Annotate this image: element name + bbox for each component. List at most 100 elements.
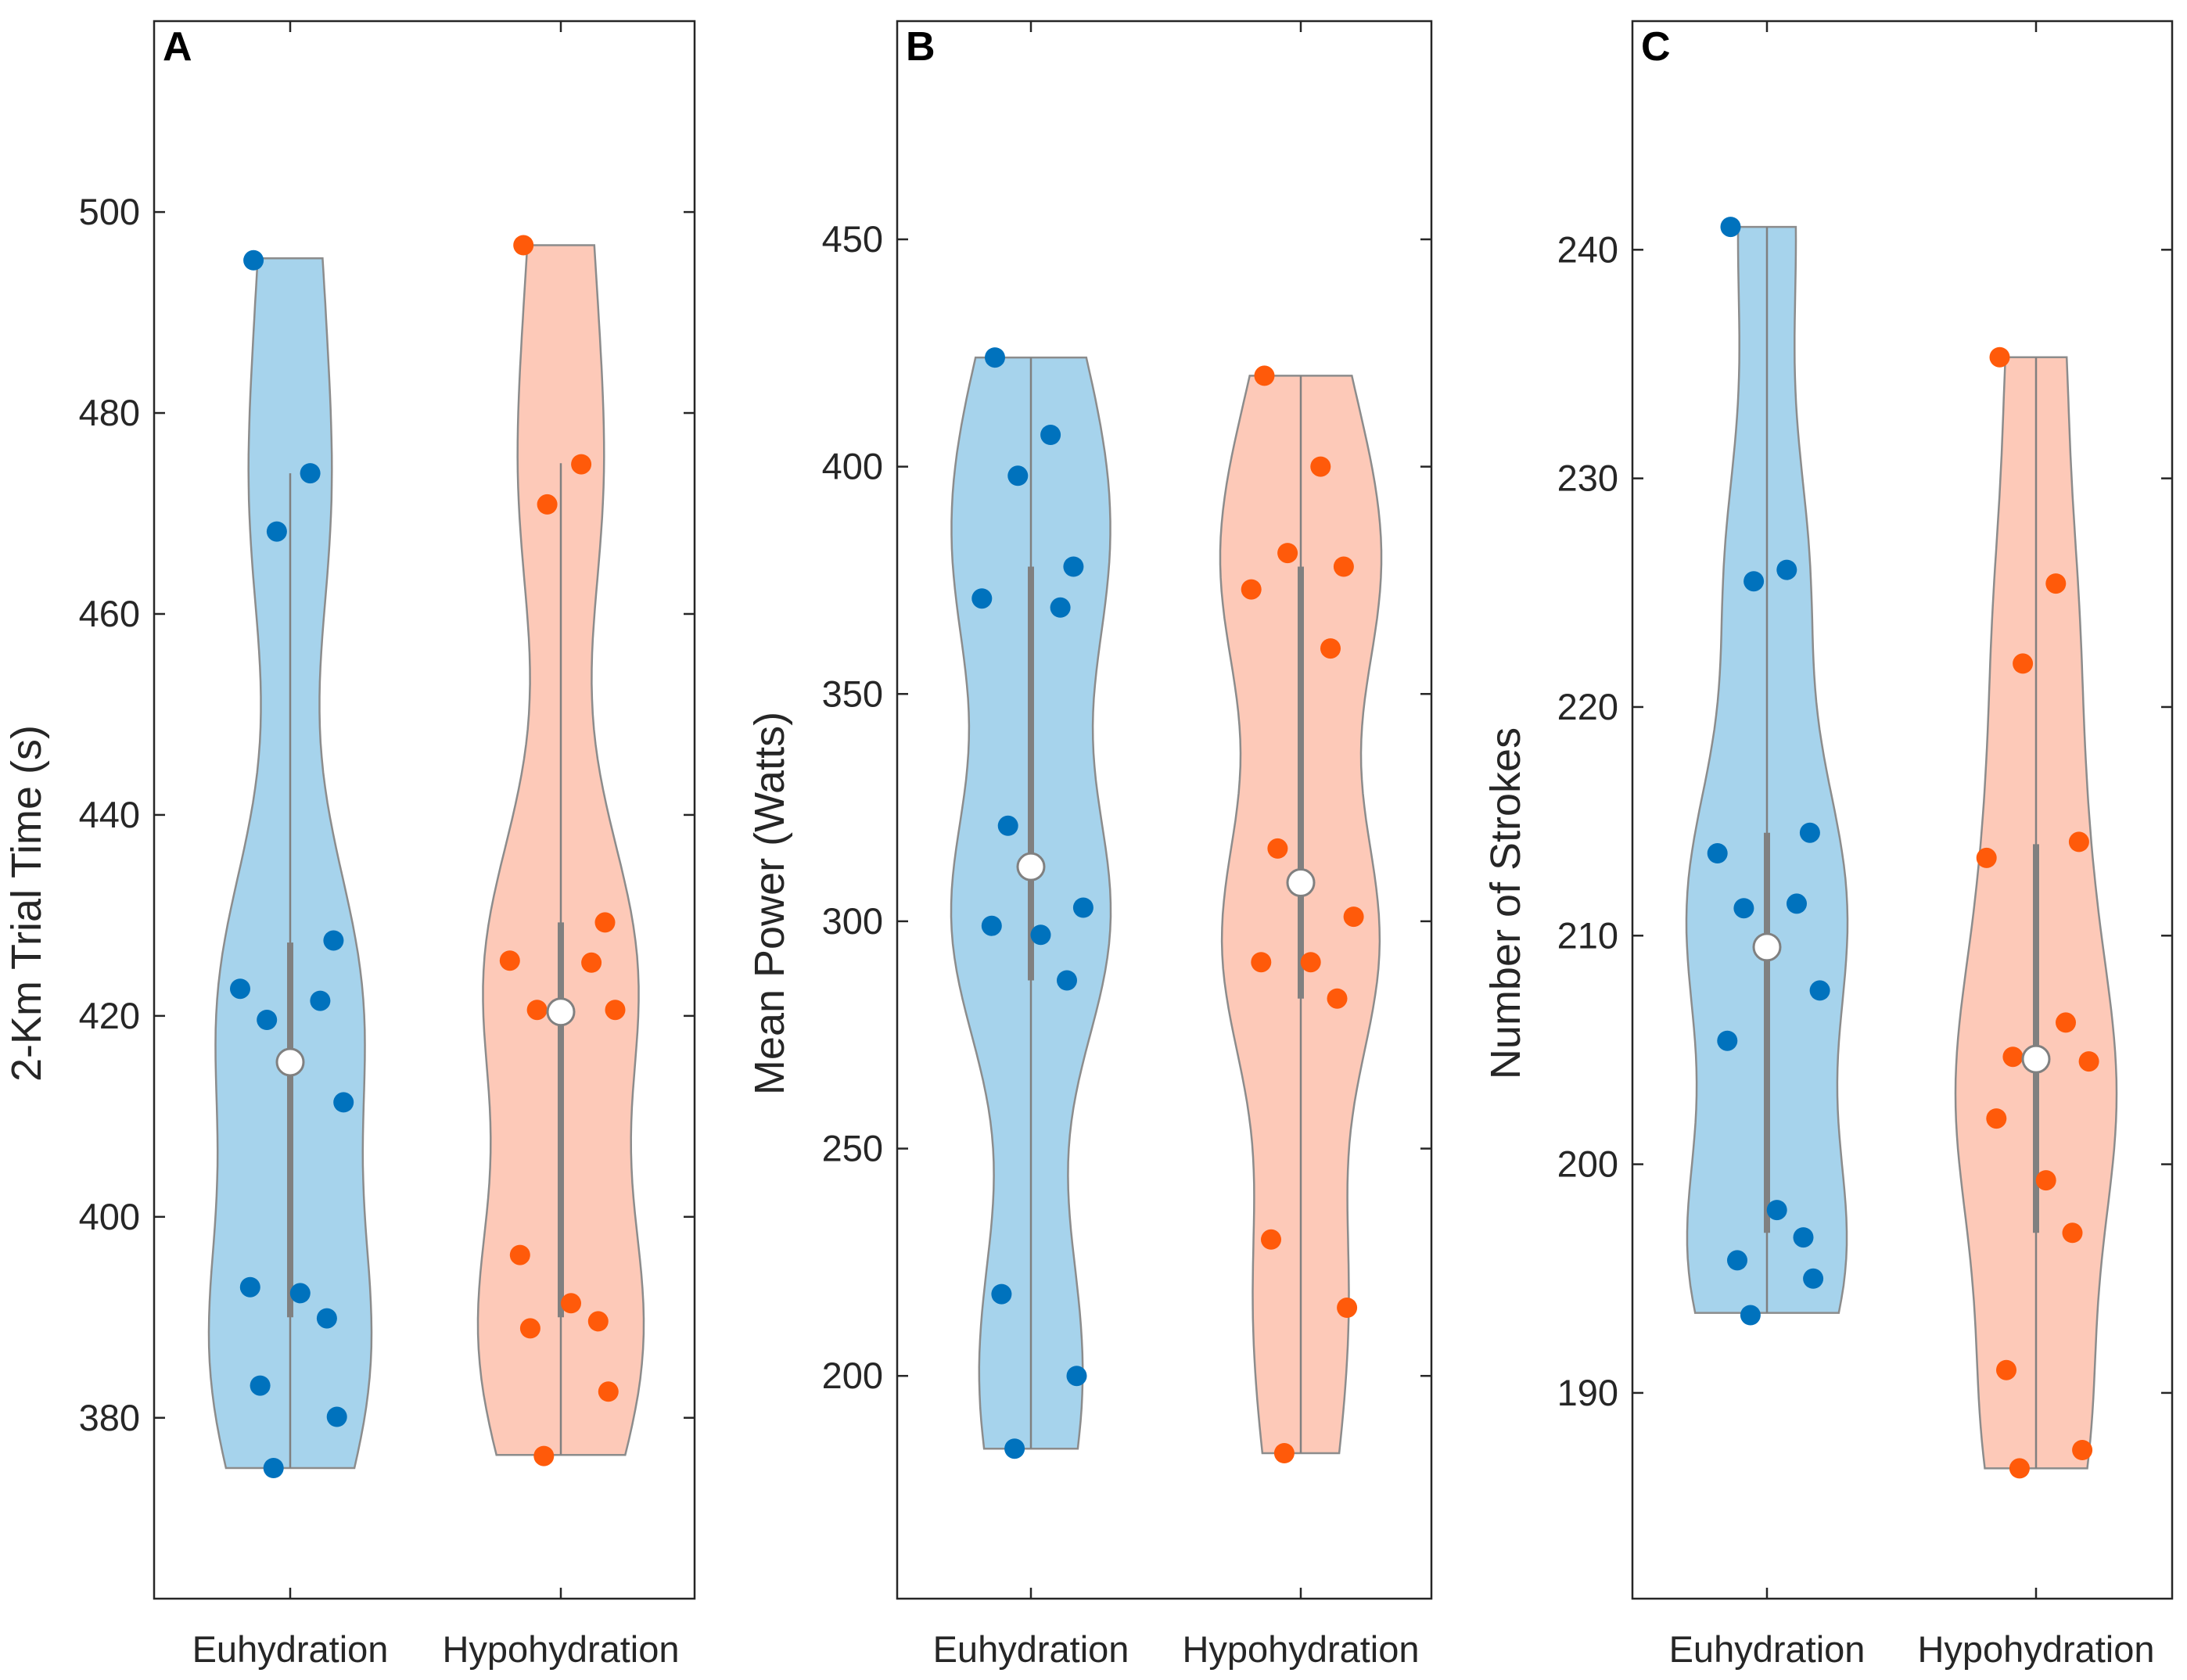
panel-c-plot: 190 200 210 220 230 240 Euhydration Hypohydrati… <box>1557 20 2174 1670</box>
data-point <box>1809 980 1830 1001</box>
data-point <box>991 1283 1012 1305</box>
median-marker <box>2021 1044 2051 1074</box>
x-tick-label: Hypohydration <box>442 1628 679 1670</box>
y-tick-label: 210 <box>1557 914 1618 956</box>
data-point <box>594 912 616 933</box>
data-point <box>1273 1443 1295 1463</box>
data-point <box>2045 573 2067 594</box>
data-point <box>1310 456 1331 477</box>
y-tick-label: 460 <box>79 593 140 634</box>
data-point <box>1766 1200 1787 1221</box>
data-point <box>1300 952 1321 973</box>
data-point <box>2009 1458 2030 1479</box>
data-point <box>1333 556 1354 577</box>
data-point <box>526 1000 548 1021</box>
data-point <box>1007 465 1029 486</box>
data-point <box>571 454 592 475</box>
data-point <box>1787 893 1807 914</box>
x-tick-label: Hypohydration <box>1182 1628 1419 1670</box>
y-axis-label: 2-Km Trial Time (s) <box>3 725 50 1082</box>
data-point <box>2068 831 2089 853</box>
data-point <box>1743 571 1765 592</box>
data-point <box>499 950 520 971</box>
x-tick-label: Euhydration <box>933 1628 1129 1670</box>
data-point <box>300 463 321 484</box>
y-tick-label: 400 <box>79 1196 140 1237</box>
data-point <box>266 521 287 542</box>
y-tick-label: 200 <box>1557 1143 1618 1185</box>
data-point <box>971 588 993 609</box>
data-point <box>1740 1305 1761 1326</box>
data-point <box>598 1381 619 1402</box>
median-marker <box>1752 932 1782 962</box>
data-point <box>1343 906 1364 928</box>
data-point <box>981 915 1002 936</box>
data-point <box>310 990 331 1011</box>
data-point <box>519 1318 540 1339</box>
data-point <box>2013 653 2034 674</box>
y-tick-label: 440 <box>79 794 140 835</box>
y-axis-label: Mean Power (Watts) <box>746 712 793 1095</box>
data-point <box>257 1010 278 1030</box>
data-point <box>1976 847 1997 868</box>
y-tick-label: 420 <box>79 995 140 1036</box>
data-point <box>289 1283 311 1304</box>
data-point <box>1717 1030 1738 1051</box>
x-tick-label: Euhydration <box>1669 1628 1866 1670</box>
median-marker <box>546 997 576 1027</box>
median-marker <box>1286 868 1316 898</box>
x-tick-label: Euhydration <box>192 1628 389 1670</box>
panel-a-plot: 380 400 420 440 460 480 500 Euhydration Hypohydr… <box>79 20 696 1670</box>
data-point <box>1776 559 1797 580</box>
data-point <box>1277 543 1298 564</box>
plot-frame <box>896 20 1433 1600</box>
data-point <box>1337 1298 1358 1318</box>
y-tick-label: 250 <box>822 1128 883 1169</box>
data-point <box>1996 1359 2016 1380</box>
data-point <box>1720 217 1741 238</box>
y-tick-label: 500 <box>79 191 140 232</box>
data-point <box>326 1406 347 1427</box>
data-point <box>1989 346 2010 368</box>
data-point <box>230 978 250 1000</box>
panel-b: B Mean Power (Watts) 200 250 300 350 400 450 E… <box>746 20 1433 1670</box>
data-point <box>605 1000 626 1021</box>
y-tick-label: 400 <box>822 446 883 487</box>
data-point <box>1004 1438 1025 1459</box>
data-point <box>2078 1051 2099 1072</box>
data-point <box>1986 1108 2007 1129</box>
data-point <box>2035 1170 2056 1191</box>
data-point <box>985 347 1005 368</box>
plot-frame <box>1631 20 2174 1600</box>
data-point <box>1072 897 1094 918</box>
y-tick-label: 200 <box>822 1355 883 1396</box>
data-point <box>1050 597 1071 618</box>
data-point <box>509 1244 530 1265</box>
data-point <box>561 1293 581 1314</box>
data-point <box>250 1375 271 1396</box>
median-marker <box>1016 852 1046 881</box>
y-tick-label: 230 <box>1557 458 1618 499</box>
panel-letter: C <box>1641 24 1671 70</box>
data-point <box>2062 1222 2083 1244</box>
data-point <box>1707 843 1728 863</box>
data-point <box>263 1458 284 1478</box>
data-point <box>1320 638 1341 659</box>
panel-c: C Number of Strokes 190 200 210 220 230 240 Eu… <box>1482 20 2174 1670</box>
data-point <box>1057 970 1077 991</box>
data-point <box>1063 556 1084 577</box>
data-point <box>1727 1250 1747 1271</box>
y-tick-label: 450 <box>822 218 883 260</box>
data-point <box>1040 425 1061 445</box>
data-point <box>2002 1046 2024 1068</box>
data-point <box>1267 838 1288 859</box>
data-point <box>1793 1227 1814 1248</box>
data-point <box>581 952 602 973</box>
data-point <box>239 1276 260 1298</box>
median-marker <box>275 1047 305 1077</box>
y-axis-label: Number of Strokes <box>1482 727 1529 1079</box>
data-point <box>1241 579 1262 600</box>
data-point <box>243 249 264 271</box>
data-point <box>1066 1366 1087 1387</box>
